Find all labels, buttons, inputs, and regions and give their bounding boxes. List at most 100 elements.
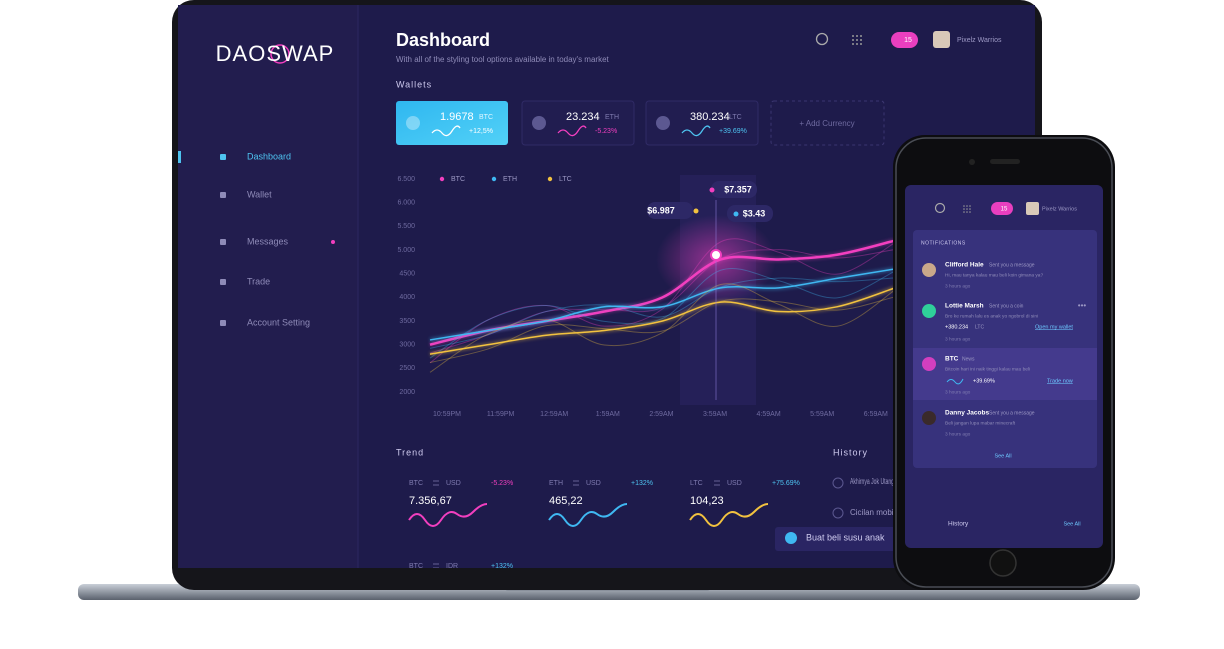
home-button[interactable] <box>989 549 1017 577</box>
nav-icon <box>220 154 226 160</box>
grid-icon <box>963 205 965 207</box>
wallet-card[interactable] <box>521 100 635 146</box>
history-see-all[interactable]: See All <box>1063 521 1080 527</box>
wallet-sparkline <box>681 125 711 137</box>
wallet-sparkline <box>431 125 461 137</box>
notification-time: 3 hours ago <box>945 389 971 395</box>
notification-text: Beli jangan lupa mabar minecraft <box>945 420 1016 426</box>
trend-sparkline <box>408 503 488 527</box>
section-label: NOTIFICATIONS <box>921 240 966 246</box>
x-tick-label: 3:59AM <box>703 411 727 418</box>
grid-icon <box>852 39 854 41</box>
callout-dot <box>733 211 739 217</box>
pair-base: ETH <box>549 480 563 487</box>
notification-currency: LTC <box>975 324 984 330</box>
series-echo <box>429 268 896 359</box>
wallet-card[interactable] <box>396 101 508 145</box>
grid-icon <box>852 43 854 45</box>
trend-change: +132% <box>631 480 653 487</box>
search-icon[interactable] <box>934 202 946 214</box>
grid-icon <box>963 211 965 213</box>
y-tick-label: 6.000 <box>397 200 415 207</box>
y-tick-label: 3500 <box>399 318 415 325</box>
legend-label: BTC <box>451 176 465 183</box>
history-icon <box>785 532 797 544</box>
avatar <box>1026 202 1039 215</box>
notification-name: BTC <box>945 356 959 363</box>
history-item: Cicilan mobi <box>850 508 894 517</box>
trend-sparkline <box>689 503 769 527</box>
notification-name: Clifford Hale <box>945 262 984 269</box>
y-tick-label: 6.500 <box>397 176 415 183</box>
nav-icon <box>220 320 226 326</box>
callout-dot <box>693 208 699 214</box>
y-tick-label: 4000 <box>399 294 415 301</box>
page-subtitle: With all of the styling tool options ava… <box>396 55 610 64</box>
logo: DAOSWAP <box>216 41 335 66</box>
swap-icon <box>433 480 439 486</box>
notification-badge[interactable] <box>991 202 1013 215</box>
search-icon[interactable] <box>815 32 829 46</box>
notification-avatar <box>922 411 936 425</box>
pair-quote: USD <box>727 480 742 487</box>
notification-avatar <box>922 304 936 318</box>
trend-change: -5.23% <box>491 480 513 487</box>
y-tick-label: 5.500 <box>397 223 415 230</box>
wallet-change: -5.23% <box>595 128 617 135</box>
swap-icon <box>433 563 439 568</box>
callout-dot <box>709 187 715 193</box>
pair-quote: USD <box>446 480 461 487</box>
section-title: History <box>833 447 868 457</box>
notification-time: 3 hours ago <box>945 283 971 289</box>
swap-icon <box>573 480 579 486</box>
pair-quote: USD <box>586 480 601 487</box>
y-tick-label: 5.000 <box>397 247 415 254</box>
add-currency-label[interactable]: + Add Currency <box>799 119 854 128</box>
pair-base: LTC <box>690 480 703 487</box>
laptop-screen: DAOSWAP Dashboard Wallet Messages Trade Accou… <box>178 5 1035 568</box>
nav-item[interactable]: Messages <box>247 236 289 246</box>
add-currency[interactable] <box>770 100 885 146</box>
see-all[interactable]: See All <box>994 453 1011 459</box>
notification-name: Lottie Marsh <box>945 303 984 310</box>
notification-time: 3 hours ago <box>945 336 971 342</box>
notification-badge[interactable] <box>891 32 918 48</box>
nav-item[interactable]: Trade <box>247 276 270 286</box>
grid-icon <box>969 205 971 207</box>
more-icon: ••• <box>1078 301 1087 310</box>
trend-value: 465,22 <box>549 495 583 507</box>
history-title: History <box>948 521 969 528</box>
y-tick-label: 2500 <box>399 365 415 372</box>
notification-count: 15 <box>1001 207 1008 213</box>
nav-item[interactable]: Wallet <box>247 189 272 199</box>
x-tick-label: 10:59PM <box>433 411 461 418</box>
user-name[interactable]: Pixelz Warrios <box>957 37 1002 44</box>
nav-item[interactable]: Account Setting <box>247 317 310 327</box>
wallet-card[interactable] <box>645 100 759 146</box>
series-echo <box>429 283 896 373</box>
x-tick-label: 4:59AM <box>757 411 781 418</box>
grid-icon <box>860 43 862 45</box>
notification-action: Sent you a message <box>989 262 1035 268</box>
pair-base: BTC <box>409 480 423 487</box>
history-highlight[interactable] <box>775 527 905 551</box>
nav-item[interactable]: Dashboard <box>247 151 291 161</box>
notification-action: Sent you a message <box>989 410 1035 416</box>
page-title: Dashboard <box>396 30 490 50</box>
x-tick-label: 2:59AM <box>649 411 673 418</box>
trend-value: 104,23 <box>690 495 724 507</box>
notification-text: Hi, mau tanya kalau mau beli koin gimana… <box>945 272 1043 278</box>
history-item: Akhirnya Jok Utang <box>850 477 894 486</box>
notification-amount: +380.234 <box>945 324 968 330</box>
x-tick-label: 5:59AM <box>810 411 834 418</box>
x-tick-label: 1:59AM <box>596 411 620 418</box>
nav-active <box>178 151 181 163</box>
series-line <box>429 268 896 341</box>
grid-icon <box>860 39 862 41</box>
notification-link[interactable]: Open my wallet <box>1035 324 1073 330</box>
notification-avatar <box>922 263 936 277</box>
grid-icon <box>856 39 858 41</box>
notification-link[interactable]: Trade now <box>1047 378 1073 384</box>
trend-sparkline <box>548 503 628 527</box>
